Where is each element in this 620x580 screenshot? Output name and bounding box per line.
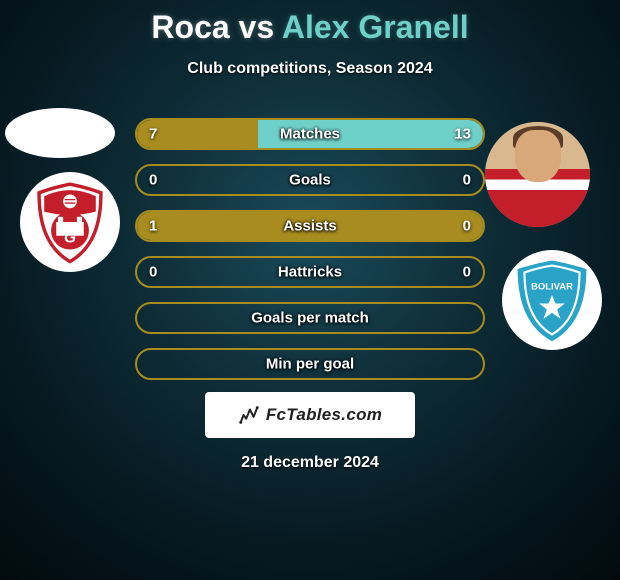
stat-label: Goals per match — [251, 310, 369, 327]
brand-text: FcTables.com — [266, 405, 382, 425]
player2-club-badge: BOLIVAR — [502, 250, 602, 350]
stat-value-right: 13 — [454, 126, 471, 143]
svg-text:BOLIVAR: BOLIVAR — [531, 282, 573, 293]
comparison-title: Roca vs Alex Granell — [0, 8, 620, 46]
stat-value-left: 0 — [149, 172, 157, 189]
player1-club-badge: G — [20, 172, 120, 272]
stat-bar: Goals 0 0 — [135, 164, 485, 196]
stat-label: Goals — [289, 172, 331, 189]
player1-avatar — [5, 108, 115, 158]
player2-avatar — [485, 122, 590, 227]
stat-label: Min per goal — [266, 356, 354, 373]
stat-bar: Matches 7 13 — [135, 118, 485, 150]
brand-icon — [238, 404, 260, 426]
player2-avatar-head — [515, 130, 561, 182]
stat-value-left: 0 — [149, 264, 157, 281]
stat-label: Matches — [280, 126, 340, 143]
player1-name: Roca — [151, 9, 229, 45]
stat-value-right: 0 — [463, 218, 471, 235]
stat-label: Assists — [283, 218, 336, 235]
club-left-icon: G — [27, 179, 113, 265]
svg-text:G: G — [64, 230, 76, 247]
stat-bar: Goals per match — [135, 302, 485, 334]
stat-bar: Min per goal — [135, 348, 485, 380]
player2-name: Alex Granell — [282, 9, 469, 45]
stat-label: Hattricks — [278, 264, 342, 281]
player2-avatar-body — [485, 122, 590, 227]
club-right-icon: BOLIVAR — [509, 257, 595, 343]
stat-bar: Assists 1 0 — [135, 210, 485, 242]
vs-text: vs — [239, 9, 275, 45]
subtitle: Club competitions, Season 2024 — [0, 60, 620, 78]
stat-value-left: 7 — [149, 126, 157, 143]
content: Roca vs Alex Granell Club competitions, … — [0, 0, 620, 580]
date: 21 december 2024 — [0, 454, 620, 472]
stat-value-left: 1 — [149, 218, 157, 235]
footer-brand: FcTables.com — [205, 392, 415, 438]
stat-value-right: 0 — [463, 172, 471, 189]
stat-value-right: 0 — [463, 264, 471, 281]
stat-bars: Matches713Goals00Assists10Hattricks00Goa… — [135, 118, 485, 380]
stat-bar: Hattricks 0 0 — [135, 256, 485, 288]
